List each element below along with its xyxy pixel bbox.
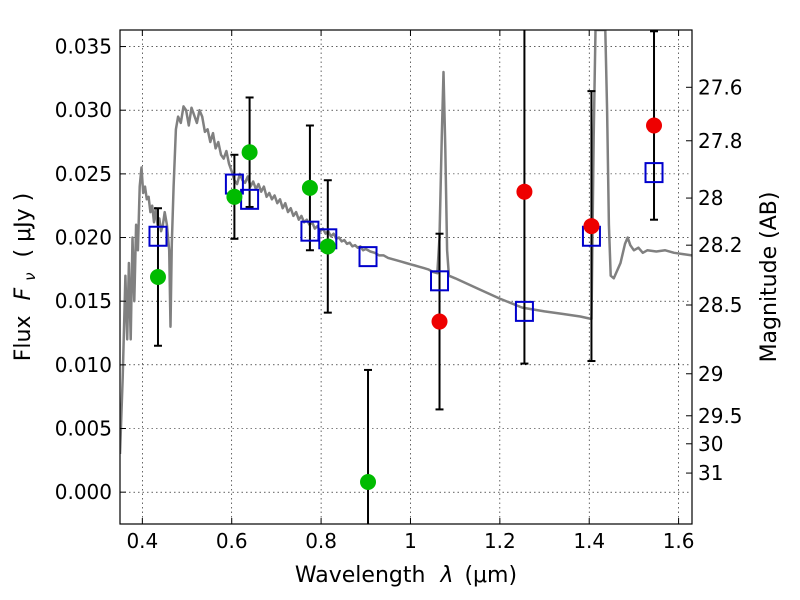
model-box bbox=[358, 246, 378, 268]
red-point bbox=[516, 183, 533, 200]
magnitude-tick-label: 30 bbox=[698, 432, 723, 456]
red-point bbox=[431, 313, 448, 330]
x-tick-label: 1.6 bbox=[663, 529, 695, 553]
error-bars bbox=[153, 30, 659, 524]
x-tick-label: 1 bbox=[404, 529, 417, 553]
model-box bbox=[514, 300, 534, 322]
magnitude-tick-label: 27.6 bbox=[698, 75, 743, 99]
red-point bbox=[646, 117, 663, 134]
y-tick-label: 0.030 bbox=[55, 98, 112, 122]
green-point bbox=[241, 144, 258, 161]
y-tick-label: 0.025 bbox=[55, 162, 112, 186]
y-tick-label: 0.010 bbox=[55, 353, 112, 377]
y-tick-label: 0.015 bbox=[55, 289, 112, 313]
green-point bbox=[226, 188, 243, 205]
plot-area bbox=[120, 30, 692, 524]
magnitude-tick-label: 31 bbox=[698, 461, 723, 485]
green-point bbox=[301, 179, 318, 196]
magnitude-tick-label: 28 bbox=[698, 186, 723, 210]
y-tick-label: 0.020 bbox=[55, 226, 112, 250]
x-tick-label: 0.4 bbox=[126, 529, 158, 553]
model-box bbox=[148, 225, 168, 247]
model-box bbox=[430, 270, 450, 292]
model-box bbox=[644, 162, 664, 184]
plot-frame bbox=[119, 29, 693, 525]
x-tick-label: 1.4 bbox=[573, 529, 605, 553]
magnitude-axis-label: Magnitude (AB) bbox=[757, 192, 782, 363]
model-photometry-boxes bbox=[148, 162, 664, 322]
model-spectrum-line bbox=[120, 30, 692, 455]
y-tick-label: 0.035 bbox=[55, 35, 112, 59]
green-point bbox=[360, 473, 377, 490]
y-tick-label: 0.000 bbox=[55, 480, 112, 504]
x-tick-label: 0.8 bbox=[305, 529, 337, 553]
green-point bbox=[319, 238, 336, 255]
magnitude-tick-label: 29 bbox=[698, 362, 723, 386]
x-axis-label: Wavelength λ (μm) bbox=[295, 563, 517, 588]
red-point bbox=[583, 218, 600, 235]
magnitude-tick-label: 28.2 bbox=[698, 233, 743, 257]
y-axis-label: Flux F ν ( μJy ) bbox=[11, 193, 41, 361]
y-tick-label: 0.005 bbox=[55, 417, 112, 441]
x-tick-label: 0.6 bbox=[216, 529, 248, 553]
magnitude-tick-label: 29.5 bbox=[698, 404, 743, 428]
grid bbox=[120, 30, 692, 524]
axis-ticks: 0.4 0.6 0.8 1 1.2 1.4 1.6 0.000 0.005 0.010 0.015 0… bbox=[55, 30, 743, 553]
magnitude-tick-label: 27.8 bbox=[698, 129, 743, 153]
magnitude-tick-label: 28.5 bbox=[698, 293, 743, 317]
x-tick-label: 1.2 bbox=[484, 529, 516, 553]
observed-points bbox=[149, 117, 663, 490]
green-point bbox=[149, 269, 166, 285]
